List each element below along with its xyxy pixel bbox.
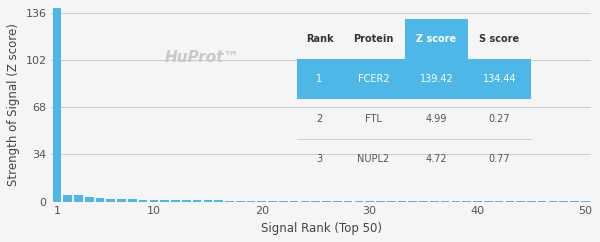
X-axis label: Signal Rank (Top 50): Signal Rank (Top 50): [260, 222, 382, 235]
Bar: [527, 201, 536, 202]
Text: 0.77: 0.77: [488, 154, 511, 164]
Bar: [290, 201, 298, 202]
Bar: [96, 198, 104, 202]
Bar: [538, 201, 547, 202]
Bar: [463, 201, 471, 202]
Bar: [548, 201, 557, 202]
Text: 0.27: 0.27: [488, 114, 511, 124]
Text: 1: 1: [316, 74, 323, 84]
Bar: [559, 201, 568, 202]
Bar: [74, 195, 83, 202]
Bar: [581, 201, 590, 202]
Text: Rank: Rank: [305, 34, 334, 44]
Bar: [182, 200, 191, 202]
Bar: [297, 59, 342, 99]
Bar: [376, 201, 385, 202]
Bar: [171, 200, 180, 202]
Bar: [452, 201, 460, 202]
Bar: [419, 201, 428, 202]
Bar: [398, 201, 406, 202]
Bar: [257, 201, 266, 202]
Y-axis label: Strength of Signal (Z score): Strength of Signal (Z score): [7, 23, 20, 186]
Bar: [468, 59, 531, 99]
Bar: [203, 200, 212, 202]
Bar: [516, 201, 525, 202]
Bar: [405, 19, 468, 59]
Bar: [160, 200, 169, 202]
Bar: [344, 201, 352, 202]
Bar: [64, 195, 72, 202]
Bar: [247, 201, 256, 202]
Bar: [484, 201, 493, 202]
Text: Protein: Protein: [353, 34, 394, 44]
Text: 3: 3: [316, 154, 323, 164]
Bar: [405, 59, 468, 99]
Text: NUPL2: NUPL2: [358, 154, 389, 164]
Bar: [311, 201, 320, 202]
Bar: [322, 201, 331, 202]
Bar: [430, 201, 439, 202]
Text: Z score: Z score: [416, 34, 457, 44]
Bar: [236, 201, 245, 202]
Text: 4.99: 4.99: [426, 114, 447, 124]
Bar: [117, 199, 126, 202]
Bar: [333, 201, 341, 202]
Bar: [365, 201, 374, 202]
Text: S score: S score: [479, 34, 520, 44]
Text: 134.44: 134.44: [482, 74, 517, 84]
Bar: [85, 197, 94, 202]
Bar: [441, 201, 449, 202]
Bar: [495, 201, 503, 202]
Text: FCER2: FCER2: [358, 74, 389, 84]
Text: FTL: FTL: [365, 114, 382, 124]
Text: 2: 2: [316, 114, 323, 124]
Bar: [473, 201, 482, 202]
Bar: [214, 200, 223, 202]
Bar: [342, 59, 405, 99]
Bar: [355, 201, 363, 202]
Bar: [301, 201, 309, 202]
Bar: [128, 199, 137, 202]
Text: 4.72: 4.72: [425, 154, 448, 164]
Bar: [409, 201, 417, 202]
Bar: [139, 200, 148, 202]
Bar: [149, 200, 158, 202]
Bar: [387, 201, 395, 202]
Bar: [279, 201, 287, 202]
Text: HuProt™: HuProt™: [165, 50, 239, 65]
Bar: [53, 8, 61, 202]
Text: 139.42: 139.42: [419, 74, 454, 84]
Bar: [193, 200, 202, 202]
Bar: [506, 201, 514, 202]
Bar: [268, 201, 277, 202]
Bar: [106, 199, 115, 202]
Bar: [225, 201, 234, 202]
Bar: [570, 201, 579, 202]
